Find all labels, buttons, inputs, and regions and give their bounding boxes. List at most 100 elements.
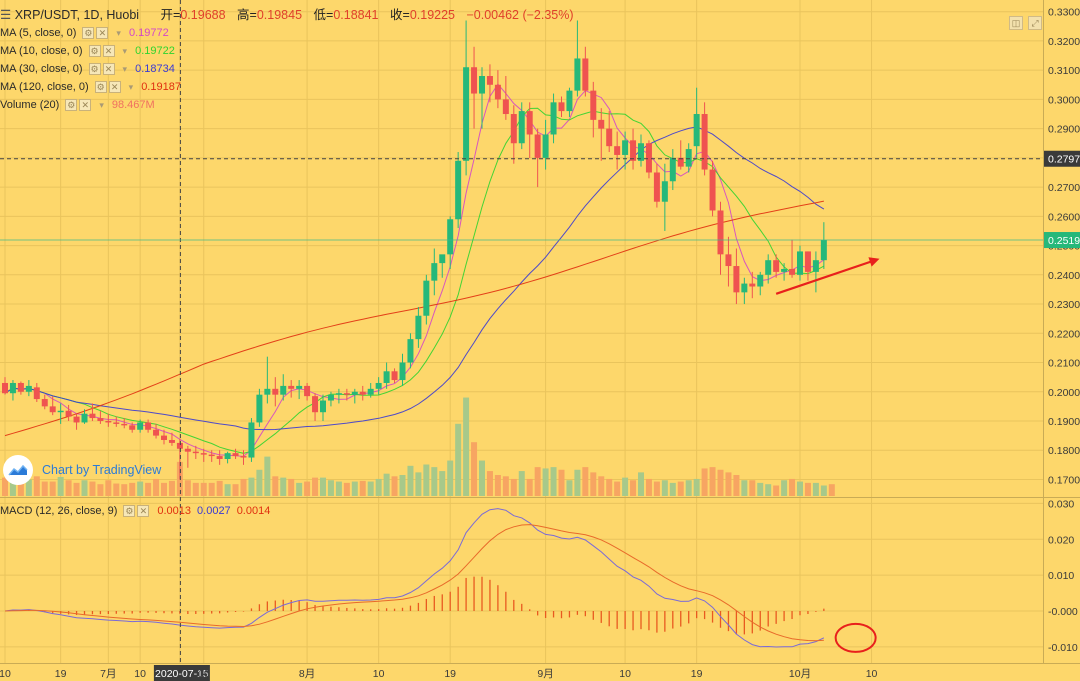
time-tick-label: 10月	[789, 668, 811, 680]
candle-body	[49, 406, 56, 413]
candle-body	[733, 266, 740, 293]
close-icon[interactable]: ✕	[79, 99, 92, 111]
menu-icon[interactable]: ☰	[0, 8, 12, 22]
macd-tick-label: 0.020	[1048, 534, 1074, 546]
volume-bar	[280, 477, 287, 496]
close-icon[interactable]: ✕	[137, 505, 150, 517]
candle-body	[693, 114, 700, 147]
price-tick-label: 0.2200	[1048, 328, 1080, 340]
macd-axis: 0.030 0.020 0.010 -0.000 -0.010	[1048, 498, 1078, 653]
high-label: 高=	[237, 8, 257, 22]
trend-arrow-head	[868, 257, 880, 267]
volume-bar	[550, 467, 557, 496]
macd-legend: MACD (12, 26, close, 9) ⚙ ✕ 0.0013 0.0027…	[0, 505, 276, 517]
candle-body	[272, 388, 279, 395]
volume-bar	[208, 482, 215, 496]
crosshair-price-label: 0.2797	[1048, 154, 1080, 166]
candle-body	[582, 58, 589, 91]
volume-bar	[57, 476, 64, 496]
volume-bar	[272, 476, 279, 496]
macd-histogram	[12, 576, 825, 635]
candle-body	[765, 260, 772, 275]
close-icon[interactable]: ✕	[102, 63, 115, 75]
candle-body	[343, 393, 350, 395]
indicator-name: MA (10, close, 0)	[0, 45, 83, 57]
ma30-line	[4, 126, 825, 431]
close-icon[interactable]: ✕	[96, 27, 109, 39]
collapse-icon[interactable]: ▾	[122, 45, 128, 56]
volume-bar	[582, 467, 589, 496]
candle-body	[415, 315, 422, 340]
candle-body	[820, 240, 827, 261]
candle-body	[280, 385, 287, 395]
macd-name: MACD (12, 26, close, 9)	[0, 505, 118, 517]
settings-icon[interactable]: ⚙	[123, 505, 136, 517]
candle-body	[550, 102, 557, 135]
close-icon[interactable]: ✕	[102, 45, 115, 57]
candle-body	[153, 429, 160, 436]
candle-body	[797, 251, 803, 275]
macd-tick-label: 0.010	[1048, 570, 1074, 582]
price-axis: 0.33000.32000.31000.30000.29000.28000.27…	[1048, 7, 1080, 487]
candle-body	[717, 210, 724, 255]
indicator-value: 0.19187	[141, 81, 181, 93]
candle-body	[121, 423, 128, 426]
volume-bar	[288, 478, 295, 496]
volume-bar	[304, 481, 311, 496]
volume-bar	[828, 484, 835, 496]
tradingview-cloud-icon	[3, 455, 33, 485]
candle-body	[320, 400, 326, 413]
candle-body	[335, 393, 342, 395]
collapse-icon[interactable]: ▾	[128, 81, 134, 92]
settings-icon[interactable]: ⚙	[94, 81, 107, 93]
close-icon[interactable]: ✕	[108, 81, 121, 93]
candle-body	[383, 371, 390, 383]
candle-body	[479, 76, 485, 94]
settings-icon[interactable]: ⚙	[88, 63, 101, 75]
fullscreen-icon[interactable]: ⤢	[1028, 16, 1042, 30]
volume-bar	[17, 478, 24, 496]
collapse-icon[interactable]: ▾	[99, 99, 104, 110]
volume-bar	[41, 481, 48, 496]
candle-body	[574, 58, 581, 91]
tradingview-watermark[interactable]: Chart by TradingView	[3, 455, 161, 485]
settings-icon[interactable]: ⚙	[88, 45, 101, 57]
candle-body	[351, 391, 358, 395]
time-tick-label: 19	[444, 668, 456, 680]
candle-body	[630, 140, 637, 161]
candle-body	[423, 280, 430, 316]
volume-bar	[661, 480, 668, 496]
volume-bar	[121, 484, 128, 496]
price-axis-background	[1043, 0, 1080, 681]
volume-bar	[733, 475, 740, 496]
settings-icon[interactable]: ⚙	[82, 27, 95, 39]
candle-body	[781, 268, 788, 272]
volume-bar	[820, 485, 827, 496]
candle-body	[447, 219, 454, 255]
price-tick-label: 0.2900	[1048, 124, 1080, 136]
toggle-icon[interactable]: ◫	[1009, 16, 1023, 30]
candle-body	[17, 382, 24, 392]
collapse-icon[interactable]: ▾	[116, 27, 121, 38]
time-tick-label: 10	[866, 668, 878, 680]
macd-value-1: 0.0013	[157, 505, 192, 517]
macd-value-3: 0.0014	[236, 505, 271, 517]
price-tick-label: 0.1900	[1048, 416, 1080, 428]
macd-tick-label: 0.030	[1048, 498, 1074, 510]
price-tick-label: 0.2700	[1048, 182, 1080, 194]
candle-body	[494, 84, 501, 100]
collapse-icon[interactable]: ▾	[122, 63, 128, 74]
settings-icon[interactable]: ⚙	[65, 99, 78, 111]
candle-body	[518, 111, 525, 144]
volume-bar	[25, 479, 32, 496]
time-tick-label: 19	[198, 668, 210, 680]
candle-body	[399, 362, 406, 381]
open-label: 开=	[160, 8, 181, 22]
candle-body	[9, 382, 16, 394]
volume-bar	[447, 460, 454, 496]
volume-bar	[224, 484, 231, 496]
candle-body	[638, 143, 644, 161]
candle-body	[161, 435, 167, 440]
volume-bar	[383, 473, 390, 496]
